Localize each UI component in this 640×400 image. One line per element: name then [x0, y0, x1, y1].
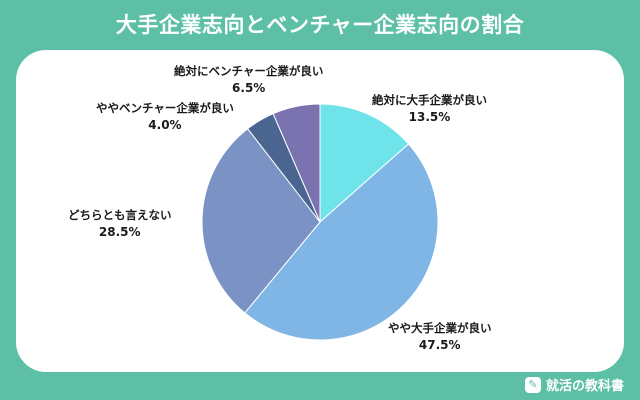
chart-title: 大手企業志向とベンチャー企業志向の割合: [115, 13, 525, 37]
pie-slice-2: [201, 128, 321, 314]
pie-slice-4: [272, 103, 321, 223]
brand-logo: ✎ 就活の教科書: [524, 375, 624, 394]
slice-label-1: やや大手企業が良い 47.5%: [388, 321, 492, 352]
brand-name: 就活の教科書: [545, 379, 624, 394]
pie-slice-1: [244, 143, 439, 341]
slice-label-4: 絶対にベンチャー企業が良い 6.5%: [174, 64, 324, 95]
chart-panel: 絶対に大手企業が良い 13.5% やや大手企業が良い 47.5% どちらとも言え…: [16, 50, 624, 372]
pie-chart: [201, 103, 439, 341]
slice-label-3: ややベンチャー企業が良い 4.0%: [96, 101, 234, 132]
pie-slice-0: [319, 103, 410, 224]
slice-label-0: 絶対に大手企業が良い 13.5%: [372, 93, 487, 124]
book-pencil-icon: ✎: [524, 376, 541, 393]
slice-label-2: どちらとも言えない 28.5%: [68, 208, 172, 239]
